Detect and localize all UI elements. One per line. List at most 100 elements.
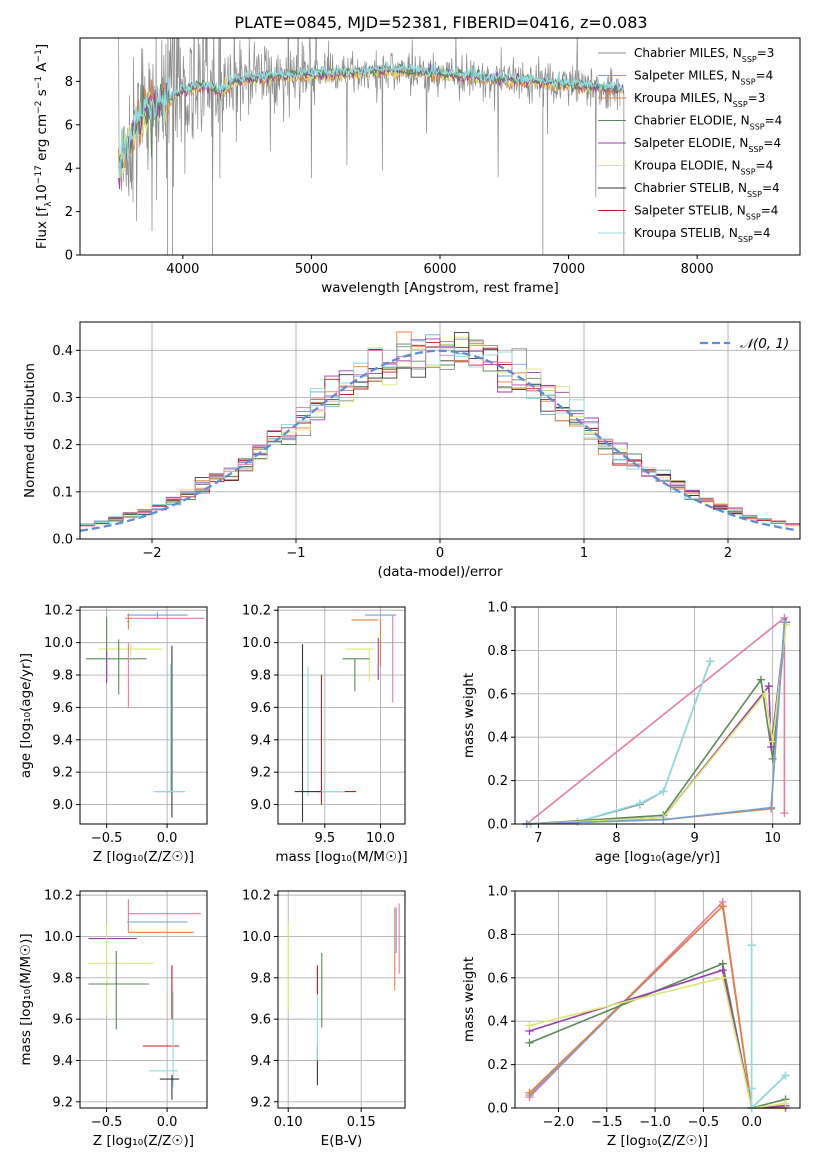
y-tick-label: 0.4 xyxy=(487,731,508,746)
x-tick-label: 8 xyxy=(612,831,620,846)
y-label-part: 10 xyxy=(34,184,50,201)
legend-sub: SSP xyxy=(738,235,753,244)
axes-frame xyxy=(79,606,208,825)
x-tick-label: −0.5 xyxy=(91,831,123,846)
legend-label-chabrier_elodie: Chabrier ELODIE, NSSP=4 xyxy=(634,114,782,132)
y-axis-label: Normed distribution xyxy=(22,363,38,498)
x-tick-label: 0.10 xyxy=(274,1115,303,1130)
x-axis-label: Z [log₁₀(Z/Z☉)] xyxy=(93,1133,194,1149)
x-tick-label: −1.5 xyxy=(591,1115,623,1130)
y-label-part: erg cm xyxy=(34,114,50,165)
axes-frame xyxy=(79,321,801,540)
y-tick-label: 0.2 xyxy=(487,1058,508,1073)
y-tick-label: 10.2 xyxy=(44,604,73,619)
y-tick-label: 9.8 xyxy=(250,669,271,684)
y-label-part: s xyxy=(34,89,50,100)
age_vs_mass-panel: 9.5 10.0 9.0 9.2 9.4 9.6 9.8 10.0 10.2 mass [log₁… xyxy=(242,604,408,865)
spectrum-panel: 4000 5000 6000 7000 8000 0 2 4 6 8 wavelength [Ang… xyxy=(34,37,801,296)
legend-label-kroupa_stelib: Kroupa STELIB, NSSP=4 xyxy=(634,226,771,244)
series-marker-salpeter_miles xyxy=(767,803,776,812)
y-label-part: −2 xyxy=(34,101,44,114)
y-label-part: −1 xyxy=(34,49,44,62)
y-tick-label: 0.8 xyxy=(487,928,508,943)
x-tick-label: 10.0 xyxy=(366,831,395,846)
y-tick-label: 10.0 xyxy=(44,636,73,651)
legend-suffix: =4 xyxy=(756,159,774,173)
y-tick-label: 0.6 xyxy=(487,687,508,702)
legend-label-chabrier_stelib: Chabrier STELIB, NSSP=4 xyxy=(634,181,780,199)
series-marker-kroupa_stelib xyxy=(747,941,756,950)
series-marker-kroupa_stelib xyxy=(635,799,644,808)
series-line-kroupa_miles xyxy=(528,904,786,1109)
series-marker-salpeter_elodie xyxy=(767,742,776,751)
y-tick-label: 10.0 xyxy=(242,930,271,945)
legend-text: Salpeter ELODIE, N xyxy=(634,136,748,150)
x-tick-label: 5000 xyxy=(295,262,328,277)
series-marker-pink xyxy=(780,809,789,818)
age_vs_mass-marks xyxy=(294,614,397,823)
series-marker-chabrier_elodie xyxy=(756,675,765,684)
y-tick-label: 9.6 xyxy=(250,1013,271,1028)
legend-label-normal: 𝒩(0, 1) xyxy=(740,336,789,352)
series-marker-kroupa_stelib xyxy=(659,787,668,796)
legend-label-kroupa_elodie: Kroupa ELODIE, NSSP=4 xyxy=(634,159,773,177)
legend-suffix: =3 xyxy=(757,46,775,60)
y-label-part: −1 xyxy=(34,76,44,89)
x-tick-label: 8000 xyxy=(681,262,714,277)
spectrum-data xyxy=(118,38,621,232)
axes-frame xyxy=(514,606,801,825)
y-label-part: ] xyxy=(34,44,50,49)
legend-sub: SSP xyxy=(750,122,765,131)
axes-frame xyxy=(277,606,406,825)
y-tick-label: 9.4 xyxy=(250,1054,271,1069)
y-label-part: A xyxy=(34,62,50,76)
x-tick-label: 2 xyxy=(724,546,732,561)
x-tick-label: 10 xyxy=(764,831,781,846)
y-tick-label: 9.8 xyxy=(52,669,73,684)
series-line-kroupa_elodie xyxy=(526,624,787,825)
y-tick-label: 9.4 xyxy=(250,733,271,748)
y-tick-label: 10.2 xyxy=(242,889,271,904)
x-tick-label: 0.0 xyxy=(741,1115,762,1130)
age_vs_Z-panel: −0.5 0.0 9.0 9.2 9.4 9.6 9.8 10.0 10.2 Z [log₁₀(Z… xyxy=(18,604,208,865)
legend-label-kroupa_miles: Kroupa MILES, NSSP=3 xyxy=(634,91,765,109)
y-tick-label: 1.0 xyxy=(487,885,508,900)
y-tick-label: 10.0 xyxy=(44,930,73,945)
y-tick-label: 0.3 xyxy=(52,391,73,406)
y-tick-label: 0.0 xyxy=(487,1102,508,1117)
series-line-salpeter_elodie xyxy=(529,969,786,1109)
x-tick-label: −2 xyxy=(142,546,161,561)
mass_weight_vs_Z-panel: −2.0 −1.5 −1.0 −0.5 0.0 0.0 0.2 0.4 0.6 0.8 1.0 Z [… xyxy=(461,885,801,1149)
series-line-kroupa_stelib xyxy=(750,945,787,1110)
y-tick-label: 0.6 xyxy=(487,971,508,986)
legend-text: Kroupa ELODIE, N xyxy=(634,159,741,173)
y-tick-label: 0.0 xyxy=(487,818,508,833)
x-tick-label: 7000 xyxy=(552,262,585,277)
mass_vs_Z-panel: −0.5 0.0 9.2 9.4 9.6 9.8 10.0 10.2 Z [log₁₀(Z/Z☉… xyxy=(18,889,208,1149)
model-curve-kroupa_stelib xyxy=(118,61,625,179)
y-axis-label: mass weight xyxy=(461,673,477,758)
y-label-part: λ xyxy=(44,201,54,207)
x-axis-label: Z [log₁₀(Z/Z☉)] xyxy=(93,849,194,865)
histogram-steps xyxy=(80,331,800,532)
x-tick-label: 1 xyxy=(580,546,588,561)
series-marker-kroupa_miles xyxy=(718,902,727,911)
y-label-part: Flux [f xyxy=(34,205,50,249)
y-tick-label: 2 xyxy=(65,205,73,220)
y-tick-label: 0.4 xyxy=(52,344,73,359)
legend-suffix: =3 xyxy=(748,91,766,105)
x-axis-label: E(B-V) xyxy=(321,1133,363,1149)
legend-text: Chabrier MILES, N xyxy=(634,46,742,60)
legend-suffix: =4 xyxy=(762,181,780,195)
legend-text: Kroupa STELIB, N xyxy=(634,226,738,240)
series-marker-kroupa_miles xyxy=(525,1088,534,1097)
legend-text: Chabrier STELIB, N xyxy=(634,181,747,195)
y-label-part: −17 xyxy=(34,165,44,184)
age_vs_Z-marks xyxy=(86,611,205,818)
legend-text: Chabrier ELODIE, N xyxy=(634,114,750,128)
x-tick-label: −1 xyxy=(286,546,305,561)
y-tick-label: 0.1 xyxy=(52,485,73,500)
y-tick-label: 1.0 xyxy=(487,601,508,616)
x-tick-label: 0 xyxy=(436,546,444,561)
